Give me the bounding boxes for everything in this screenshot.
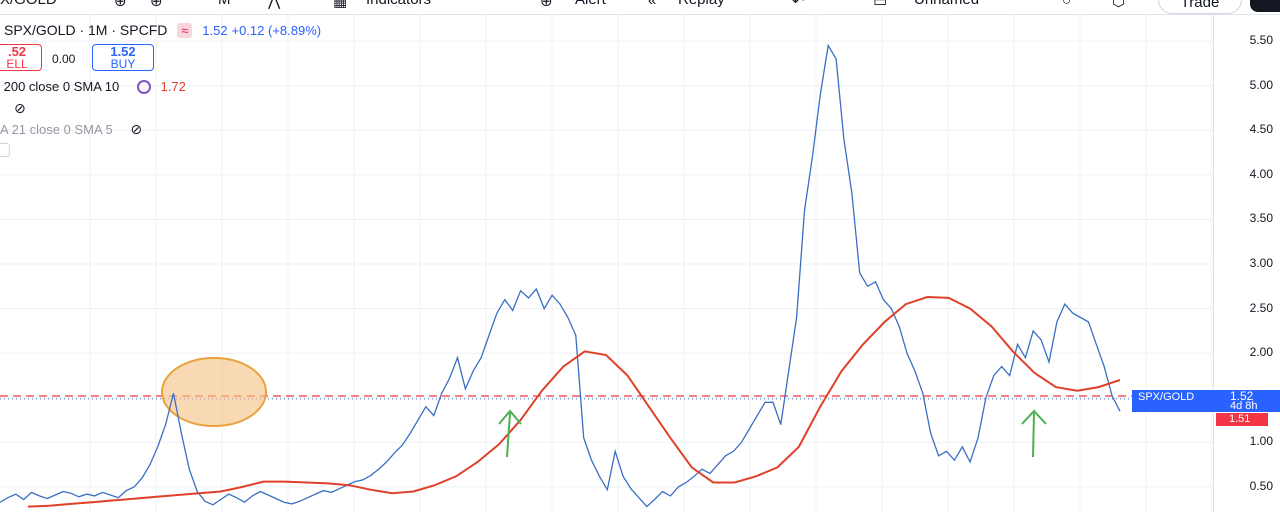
last-price-label: SPX/GOLD 1.52 4d 8h xyxy=(1132,389,1280,412)
price-tick: 0.50 xyxy=(1249,479,1273,493)
indicator-sma-short[interactable]: A 21 close 0 SMA 5 ⊘ xyxy=(0,121,142,138)
price-chart[interactable] xyxy=(0,15,1213,512)
alert-icon[interactable]: ⊕ xyxy=(540,0,553,10)
interval-button[interactable]: M xyxy=(218,0,231,8)
buy-price: 1.52 xyxy=(110,44,136,59)
bar-countdown: 4d 8h xyxy=(1230,400,1258,412)
chart-grid xyxy=(0,15,1213,512)
replay-button[interactable]: Replay xyxy=(678,0,725,8)
indicators-icon[interactable]: ▦ xyxy=(333,0,348,10)
trade-button[interactable]: Trade xyxy=(1158,0,1242,14)
price-tick: 2.50 xyxy=(1249,300,1273,315)
price-tick: 3.00 xyxy=(1249,256,1273,270)
refresh-icon[interactable] xyxy=(136,79,151,94)
indicator-sma-short-label: A 21 close 0 SMA 5 xyxy=(0,122,113,137)
last-price: 1.52 xyxy=(202,23,228,38)
sell-price: .52 xyxy=(7,44,27,59)
buy-button[interactable]: 1.52 BUY xyxy=(92,44,154,71)
price-axis[interactable]: 5.505.004.504.003.503.002.502.001.501.00… xyxy=(1213,15,1280,512)
collapse-legend-button[interactable] xyxy=(0,143,10,157)
undo-icon[interactable]: ↶ xyxy=(792,0,805,10)
settings-icon[interactable]: ⬡ xyxy=(1112,0,1126,10)
hidden-eye-icon[interactable]: ⊘ xyxy=(14,100,26,116)
price-tick: 5.50 xyxy=(1249,33,1273,47)
indicator-sma-long-label: 200 close 0 SMA 10 xyxy=(0,79,120,94)
symbol-search-button[interactable]: X/GOLD xyxy=(0,0,57,8)
publish-button[interactable] xyxy=(1250,0,1280,12)
top-toolbar: X/GOLD ⊕ ⊕ M ⋀ ▦ Indicators ⊕ Alert « Re… xyxy=(0,0,1280,15)
last-price-value: 1.52 xyxy=(1230,389,1254,403)
sma-series-line xyxy=(27,295,1121,508)
price-tick: 4.00 xyxy=(1249,166,1273,181)
sma-price-value: 1.51 xyxy=(1229,413,1251,425)
symbol-legend-row: SPX/GOLD · 1M · SPCFD ≈ 1.52 +0.12 (+8.8… xyxy=(4,22,321,38)
compare-icon[interactable]: ⊕ xyxy=(150,0,163,10)
add-symbol-icon[interactable]: ⊕ xyxy=(114,0,127,10)
highlight-circle xyxy=(161,357,267,427)
sell-label: ELL xyxy=(6,57,28,71)
replay-icon[interactable]: « xyxy=(648,0,657,9)
hidden-eye-icon-2[interactable]: ⊘ xyxy=(130,121,143,137)
symbol-title[interactable]: SPX/GOLD · 1M · SPCFD xyxy=(4,22,168,38)
price-tick: 4.50 xyxy=(1249,122,1273,137)
price-tick: 3.50 xyxy=(1249,211,1273,226)
layout-icon[interactable]: ▭ xyxy=(873,0,888,10)
data-status-icon[interactable]: ≈ xyxy=(177,23,193,38)
spread-value: 0.00 xyxy=(52,52,76,66)
buy-label: BUY xyxy=(110,57,136,71)
alert-button[interactable]: Alert xyxy=(575,0,606,8)
price-tick: 1.00 xyxy=(1249,434,1273,449)
indicators-button[interactable]: Indicators xyxy=(366,0,431,8)
spx-gold-series-line xyxy=(0,43,1121,508)
indicator-sma-long[interactable]: 200 close 0 SMA 10 1.72 xyxy=(0,79,186,96)
search-icon[interactable]: ○ xyxy=(1062,0,1072,9)
sell-button[interactable]: .52 ELL xyxy=(0,44,42,71)
price-change: +0.12 (+8.89%) xyxy=(231,23,322,38)
up-arrow-right xyxy=(1021,409,1047,458)
up-arrow-left xyxy=(498,409,522,458)
chart-type-icon[interactable]: ⋀ xyxy=(268,0,281,10)
sma-price-label: 1.51 xyxy=(1216,413,1268,426)
price-tick: 2.00 xyxy=(1249,345,1273,360)
indicator-sma-long-value: 1.72 xyxy=(160,79,186,94)
price-tick: 5.00 xyxy=(1249,77,1273,92)
last-price-symbol: SPX/GOLD xyxy=(1138,391,1195,403)
layout-name-button[interactable]: Unnamed xyxy=(914,0,979,8)
